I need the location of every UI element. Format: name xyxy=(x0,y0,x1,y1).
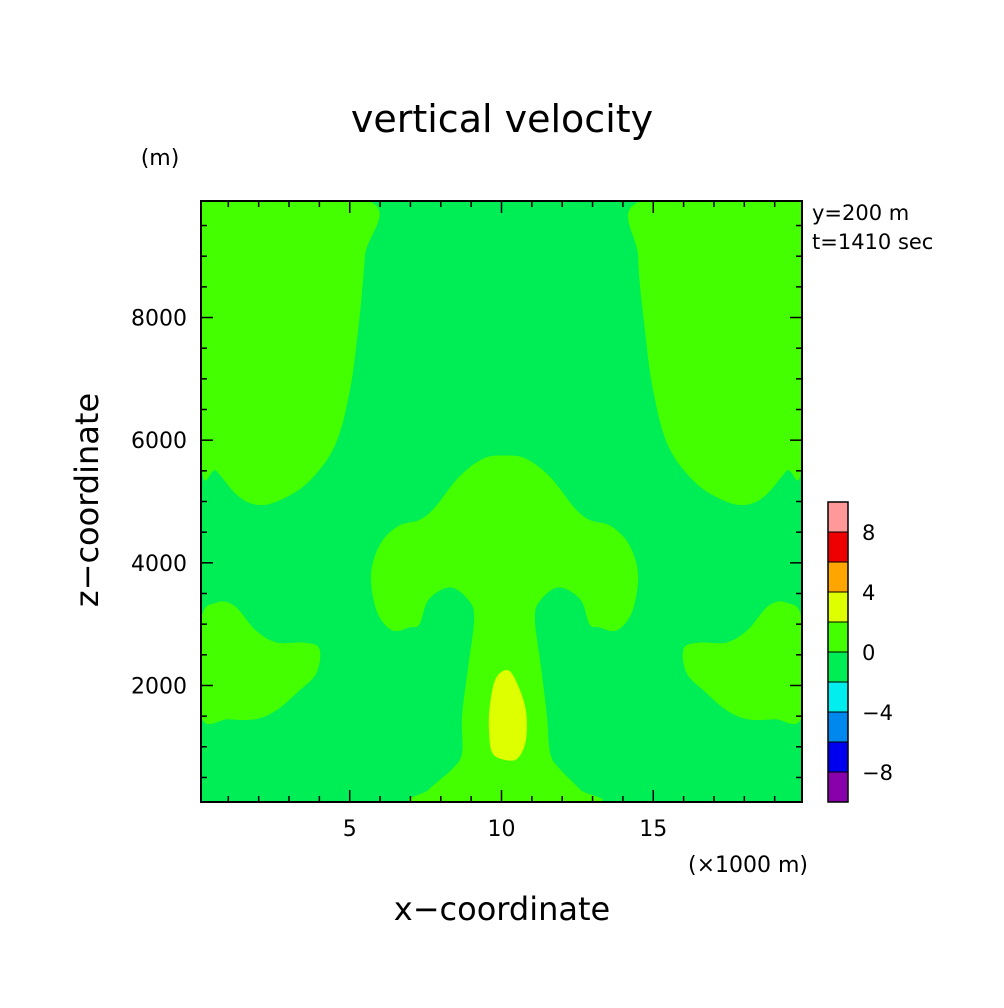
colorbar-tick-label: 0 xyxy=(862,641,875,665)
annotation-time: t=1410 sec xyxy=(812,230,933,254)
x-tick-label: 5 xyxy=(343,817,357,842)
colorbar-frame xyxy=(827,501,849,803)
plot-area xyxy=(201,201,802,802)
y-tick-label: 8000 xyxy=(131,307,187,332)
x-tick-label: 10 xyxy=(488,817,516,842)
colorbar-tick-label: −4 xyxy=(862,701,893,725)
chart-title: vertical velocity xyxy=(351,97,653,141)
colorbar-swatch-4 xyxy=(827,651,849,683)
y-axis-label: z−coordinate xyxy=(68,393,106,607)
colorbar-swatch-6 xyxy=(827,591,849,623)
y-tick-label: 4000 xyxy=(131,552,187,577)
colorbar-swatch-1 xyxy=(827,741,849,773)
colorbar-tick-label: 8 xyxy=(862,521,875,545)
x-unit-label: (×1000 m) xyxy=(688,853,808,878)
y-tick-label: 6000 xyxy=(131,429,187,454)
colorbar-tick-label: −8 xyxy=(862,761,893,785)
axes: 5 10 15 2000 4000 6000 8000 xyxy=(131,200,803,842)
colorbar-swatch-9 xyxy=(827,501,849,533)
annotation-y-position: y=200 m xyxy=(812,201,909,225)
colorbar-tick-label: 4 xyxy=(862,581,875,605)
contour-region-4 xyxy=(682,601,802,725)
x-tick-label: 15 xyxy=(639,817,667,842)
colorbar-swatch-0 xyxy=(827,771,849,803)
contour-region-1 xyxy=(628,201,802,506)
colorbar-swatch-2 xyxy=(827,711,849,743)
colorbar: 8 4 0 −4 −8 xyxy=(827,501,893,803)
contour-region-2 xyxy=(370,455,639,802)
colorbar-swatch-5 xyxy=(827,621,849,653)
contour-region-0 xyxy=(201,201,380,506)
y-tick-label: 2000 xyxy=(131,674,187,699)
colorbar-swatch-3 xyxy=(827,681,849,713)
colorbar-swatch-8 xyxy=(827,531,849,563)
contour-region-3 xyxy=(201,601,321,725)
colorbar-swatch-7 xyxy=(827,561,849,593)
x-axis-label: x−coordinate xyxy=(394,890,610,928)
y-unit-label: (m) xyxy=(141,146,180,171)
contour-region-5 xyxy=(488,670,527,761)
